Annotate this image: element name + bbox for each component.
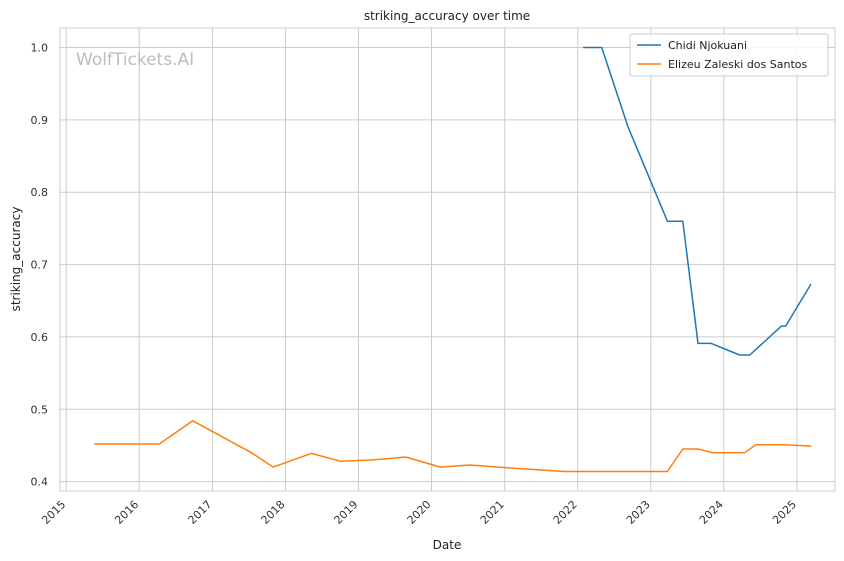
y-tick-label: 0.4	[31, 476, 49, 489]
y-tick-label: 0.5	[31, 403, 49, 416]
watermark: WolfTickets.AI	[76, 50, 194, 70]
y-axis-title: striking_accuracy	[9, 207, 23, 312]
gridlines	[60, 28, 835, 491]
data-point-chidi-njokuani	[682, 220, 684, 222]
series-layer	[94, 46, 812, 473]
data-point-elizeu-zaleski-dos-santos	[810, 445, 812, 447]
legend: Chidi Njokuani Elizeu Zaleski dos Santos	[629, 33, 829, 77]
y-axis: 0.4 0.5 0.6 0.7 0.8 0.9 1.0	[31, 42, 49, 489]
data-point-elizeu-zaleski-dos-santos	[192, 420, 194, 422]
data-point-elizeu-zaleski-dos-santos	[744, 452, 746, 454]
legend-label-elizeu-zaleski-dos-santos: Elizeu Zaleski dos Santos	[668, 58, 808, 71]
data-point-chidi-njokuani	[627, 126, 629, 128]
data-point-elizeu-zaleski-dos-santos	[697, 448, 699, 450]
series-line-chidi-njokuani	[583, 46, 812, 356]
data-point-elizeu-zaleski-dos-santos	[158, 443, 160, 445]
x-axis-title: Date	[433, 538, 462, 552]
chart-title: striking_accuracy over time	[364, 9, 530, 23]
legend-label-chidi-njokuani: Chidi Njokuani	[668, 39, 747, 52]
data-point-chidi-njokuani	[710, 342, 712, 344]
legend-box	[629, 33, 829, 77]
data-point-elizeu-zaleski-dos-santos	[784, 444, 786, 446]
data-point-elizeu-zaleski-dos-santos	[755, 444, 757, 446]
data-point-chidi-njokuani	[601, 47, 603, 49]
data-point-chidi-njokuani	[785, 325, 787, 327]
series-line-elizeu-zaleski-dos-santos	[94, 420, 812, 473]
data-point-chidi-njokuani	[810, 284, 812, 286]
data-point-elizeu-zaleski-dos-santos	[682, 448, 684, 450]
data-point-elizeu-zaleski-dos-santos	[440, 466, 442, 468]
data-point-chidi-njokuani	[583, 47, 585, 49]
data-point-elizeu-zaleski-dos-santos	[272, 466, 274, 468]
y-tick-label: 0.9	[31, 114, 49, 127]
data-point-chidi-njokuani	[666, 220, 668, 222]
data-point-elizeu-zaleski-dos-santos	[310, 452, 312, 454]
y-tick-label: 1.0	[31, 42, 49, 55]
data-point-elizeu-zaleski-dos-santos	[666, 471, 668, 473]
data-point-elizeu-zaleski-dos-santos	[372, 459, 374, 461]
data-point-chidi-njokuani	[749, 354, 751, 356]
y-tick-label: 0.6	[31, 331, 49, 344]
data-point-elizeu-zaleski-dos-santos	[469, 464, 471, 466]
data-point-elizeu-zaleski-dos-santos	[711, 452, 713, 454]
data-point-elizeu-zaleski-dos-santos	[340, 460, 342, 462]
data-point-chidi-njokuani	[780, 325, 782, 327]
data-point-chidi-njokuani	[697, 342, 699, 344]
data-point-elizeu-zaleski-dos-santos	[508, 467, 510, 469]
data-point-elizeu-zaleski-dos-santos	[94, 443, 96, 445]
data-point-chidi-njokuani	[739, 354, 741, 356]
data-point-elizeu-zaleski-dos-santos	[250, 452, 252, 454]
data-point-elizeu-zaleski-dos-santos	[563, 471, 565, 473]
plot-area	[59, 27, 836, 492]
y-tick-label: 0.8	[31, 186, 49, 199]
data-point-elizeu-zaleski-dos-santos	[405, 456, 407, 458]
y-tick-label: 0.7	[31, 259, 49, 272]
